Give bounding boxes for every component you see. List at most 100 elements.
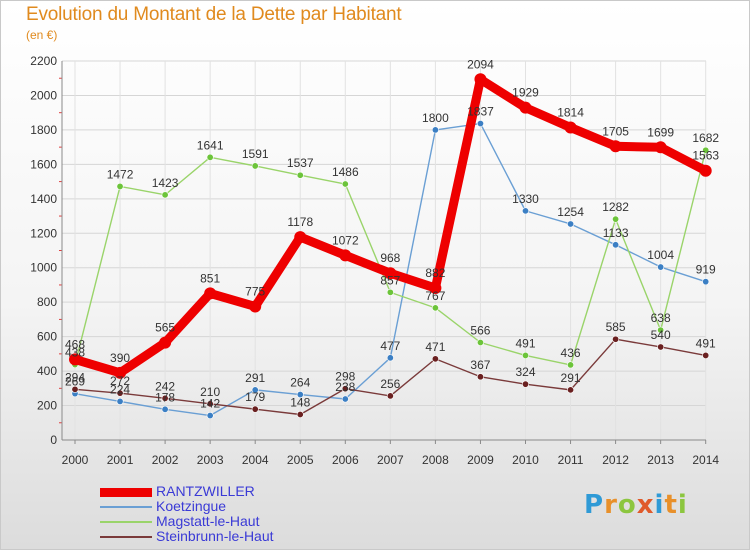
data-label: 851 [200, 271, 220, 285]
data-label: 291 [245, 371, 265, 385]
data-point [699, 164, 712, 177]
y-tick-label: 1600 [30, 157, 57, 171]
data-point [429, 282, 442, 295]
x-tick-label: 2006 [332, 453, 359, 467]
data-label: 294 [65, 370, 85, 384]
data-label: 1682 [692, 131, 719, 145]
y-tick-label: 1200 [30, 226, 57, 240]
data-point [476, 120, 484, 128]
y-tick-label: 2000 [30, 88, 57, 102]
series-magstatt-le-haut [71, 146, 710, 369]
y-tick-label: 200 [37, 399, 57, 413]
data-label: 1591 [242, 147, 269, 161]
data-point [476, 373, 484, 381]
data-point [296, 171, 304, 179]
data-point [431, 304, 439, 312]
x-tick-label: 2014 [692, 453, 719, 467]
data-label: 1800 [422, 111, 449, 125]
y-tick-label: 800 [37, 295, 57, 309]
data-point [206, 153, 214, 161]
data-point [116, 182, 124, 190]
logo-letter: i [677, 490, 688, 520]
chart-title: Evolution du Montant de la Dette par Hab… [26, 4, 402, 25]
data-label: 1133 [603, 226, 629, 240]
series-layer [69, 73, 712, 420]
legend-swatch [100, 521, 152, 523]
x-tick-label: 2000 [62, 453, 89, 467]
data-label: 1705 [602, 124, 629, 138]
data-label: 491 [696, 336, 716, 350]
x-tick-label: 2003 [197, 453, 224, 467]
x-tick-label: 2013 [647, 453, 674, 467]
data-label: 264 [290, 376, 310, 390]
data-label: 775 [245, 284, 265, 298]
proxiti-logo: Proxiti [584, 490, 688, 520]
data-point [474, 73, 487, 86]
data-label: 142 [200, 397, 220, 411]
x-tick-label: 2005 [287, 453, 314, 467]
data-point [69, 353, 81, 366]
data-label: 491 [515, 336, 535, 350]
data-point [564, 121, 577, 134]
data-label: 436 [561, 346, 581, 360]
data-label: 1699 [647, 125, 674, 139]
data-label: 1004 [647, 248, 674, 262]
data-point [251, 405, 259, 413]
y-tick-label: 1400 [30, 192, 57, 206]
data-point [386, 354, 394, 362]
data-point [249, 300, 262, 313]
data-point [612, 241, 620, 249]
series-koetzingue [71, 120, 710, 420]
x-tick-label: 2012 [602, 453, 629, 467]
axes: 0 200 400 600 800 1000 1200 1400 1600 1800 2000 220… [30, 54, 719, 467]
logo-letter: i [654, 490, 665, 520]
data-label: 1486 [332, 165, 359, 179]
data-point [612, 335, 620, 343]
data-label: 477 [380, 339, 400, 353]
data-label: 1563 [692, 149, 719, 163]
data-label: 438 [65, 346, 85, 360]
data-point [521, 351, 529, 359]
data-point [567, 361, 575, 369]
y-tick-label: 600 [37, 330, 57, 344]
data-label: 1178 [287, 215, 313, 229]
data-point [161, 394, 169, 402]
legend-label: RANTZWILLER [156, 483, 255, 499]
data-point [161, 191, 169, 199]
legend-label: Magstatt-le-Haut [156, 513, 260, 529]
y-tick-label: 2200 [30, 54, 57, 68]
data-label: 585 [606, 320, 626, 334]
data-point [341, 180, 349, 188]
y-tick-label: 400 [37, 364, 57, 378]
data-point [341, 395, 349, 403]
data-label: 324 [515, 365, 535, 379]
data-point [521, 207, 529, 215]
x-tick-label: 2002 [152, 453, 179, 467]
data-point [521, 380, 529, 388]
legend-swatch [100, 536, 152, 538]
data-label: 471 [425, 340, 445, 354]
logo-letter: t [664, 490, 678, 520]
logo-letter: P [584, 490, 605, 520]
data-point [339, 249, 352, 262]
chart-subtitle: (en €) [26, 28, 58, 42]
data-label: 1641 [197, 138, 224, 152]
data-point [431, 126, 439, 134]
data-point [386, 288, 394, 296]
data-point [204, 287, 217, 300]
data-point [161, 405, 169, 413]
data-label: 242 [155, 379, 175, 393]
data-label: 1282 [602, 200, 629, 214]
data-point [702, 351, 710, 359]
data-point [114, 366, 127, 379]
data-label: 148 [290, 396, 310, 410]
data-label: 1929 [512, 86, 539, 100]
data-point [702, 146, 710, 154]
data-point [296, 391, 304, 399]
data-label: 1423 [152, 176, 179, 190]
data-label: 638 [651, 311, 671, 325]
data-point [251, 386, 259, 394]
data-label: 565 [155, 321, 175, 335]
